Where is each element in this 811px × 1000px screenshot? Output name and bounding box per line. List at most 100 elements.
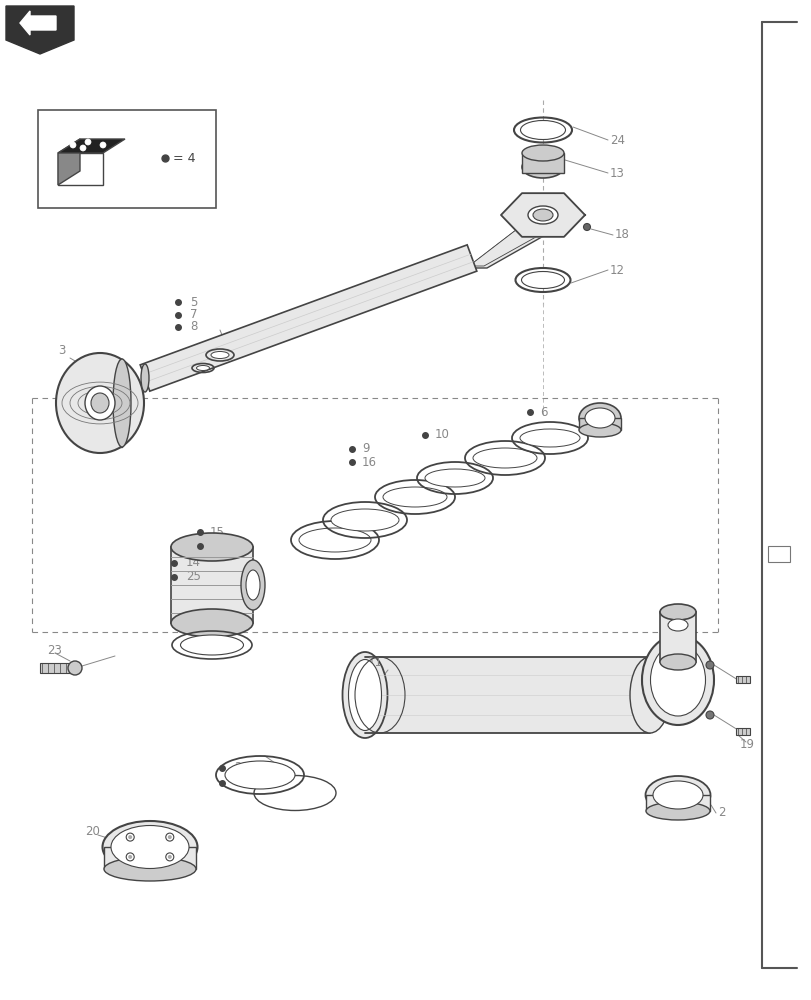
Bar [521, 153, 564, 173]
Bar [365, 657, 649, 733]
Ellipse shape [424, 469, 484, 487]
Ellipse shape [520, 120, 564, 140]
Bar [767, 546, 789, 562]
Circle shape [705, 661, 713, 669]
Polygon shape [140, 245, 476, 391]
Bar [646, 795, 709, 811]
Circle shape [705, 711, 713, 719]
Ellipse shape [298, 528, 371, 552]
Text: 17: 17 [210, 540, 225, 552]
Bar [735, 728, 749, 735]
Text: 23: 23 [47, 644, 62, 656]
Bar [100, 359, 122, 447]
Bar [38, 110, 216, 208]
Ellipse shape [532, 209, 552, 221]
Ellipse shape [241, 560, 264, 610]
Circle shape [165, 853, 174, 861]
Polygon shape [58, 139, 125, 153]
Ellipse shape [348, 660, 381, 730]
Text: 25: 25 [186, 570, 200, 584]
Ellipse shape [519, 429, 579, 447]
Text: 12: 12 [609, 263, 624, 276]
Text: 1: 1 [771, 549, 778, 559]
Polygon shape [6, 6, 74, 54]
Ellipse shape [225, 761, 294, 789]
Ellipse shape [56, 353, 144, 453]
Text: 18: 18 [614, 229, 629, 241]
Text: 19: 19 [739, 738, 754, 752]
Circle shape [128, 835, 132, 839]
Ellipse shape [527, 206, 557, 224]
Text: 24: 24 [609, 134, 624, 147]
Text: KIT: KIT [62, 167, 79, 177]
Polygon shape [58, 139, 80, 185]
Polygon shape [20, 11, 56, 35]
Ellipse shape [196, 365, 209, 370]
Circle shape [126, 853, 134, 861]
Ellipse shape [383, 487, 446, 507]
Circle shape [85, 139, 91, 145]
Ellipse shape [171, 533, 253, 561]
Ellipse shape [652, 781, 702, 809]
Ellipse shape [342, 652, 387, 738]
Text: 2: 2 [717, 806, 724, 819]
Ellipse shape [646, 802, 709, 820]
Circle shape [126, 833, 134, 841]
Text: = 4: = 4 [173, 152, 195, 165]
Ellipse shape [104, 857, 195, 881]
Bar [40, 663, 75, 673]
Circle shape [168, 835, 172, 839]
Bar [171, 547, 253, 623]
Text: 13: 13 [609, 167, 624, 180]
Text: 7: 7 [190, 308, 197, 322]
Ellipse shape [521, 156, 564, 178]
Bar [659, 612, 695, 662]
Circle shape [100, 142, 106, 148]
Polygon shape [58, 153, 103, 185]
Ellipse shape [659, 654, 695, 670]
Ellipse shape [246, 570, 260, 600]
Ellipse shape [113, 359, 131, 447]
Circle shape [168, 855, 172, 859]
Ellipse shape [578, 403, 620, 433]
Polygon shape [500, 193, 584, 237]
Circle shape [80, 145, 86, 151]
Text: 6: 6 [539, 406, 547, 418]
Ellipse shape [111, 825, 189, 868]
Ellipse shape [650, 644, 705, 716]
Text: 16: 16 [362, 456, 376, 468]
Ellipse shape [521, 145, 564, 161]
Text: 3: 3 [58, 344, 66, 358]
Text: 20: 20 [85, 825, 100, 838]
Ellipse shape [171, 609, 253, 637]
Ellipse shape [331, 509, 398, 531]
Text: 22: 22 [234, 776, 249, 789]
Ellipse shape [645, 776, 710, 814]
Ellipse shape [68, 661, 82, 675]
Bar [578, 418, 620, 430]
Text: 10: 10 [435, 428, 449, 442]
Text: 9: 9 [362, 442, 369, 456]
Polygon shape [466, 225, 562, 268]
Text: KIT: KIT [82, 167, 100, 177]
Ellipse shape [91, 393, 109, 413]
Ellipse shape [584, 408, 614, 428]
Circle shape [583, 224, 590, 231]
Ellipse shape [629, 657, 669, 733]
Ellipse shape [473, 448, 536, 468]
Circle shape [128, 855, 132, 859]
Text: 11: 11 [367, 656, 383, 670]
Text: 21: 21 [234, 761, 249, 774]
Ellipse shape [180, 635, 243, 655]
Ellipse shape [141, 364, 148, 392]
Bar [104, 847, 195, 869]
Text: 5: 5 [190, 296, 197, 308]
Ellipse shape [102, 821, 197, 873]
Text: 8: 8 [190, 320, 197, 334]
Circle shape [70, 142, 76, 148]
Ellipse shape [578, 423, 620, 437]
Bar [735, 676, 749, 683]
Ellipse shape [659, 604, 695, 620]
Text: 15: 15 [210, 526, 225, 538]
Polygon shape [469, 223, 560, 266]
